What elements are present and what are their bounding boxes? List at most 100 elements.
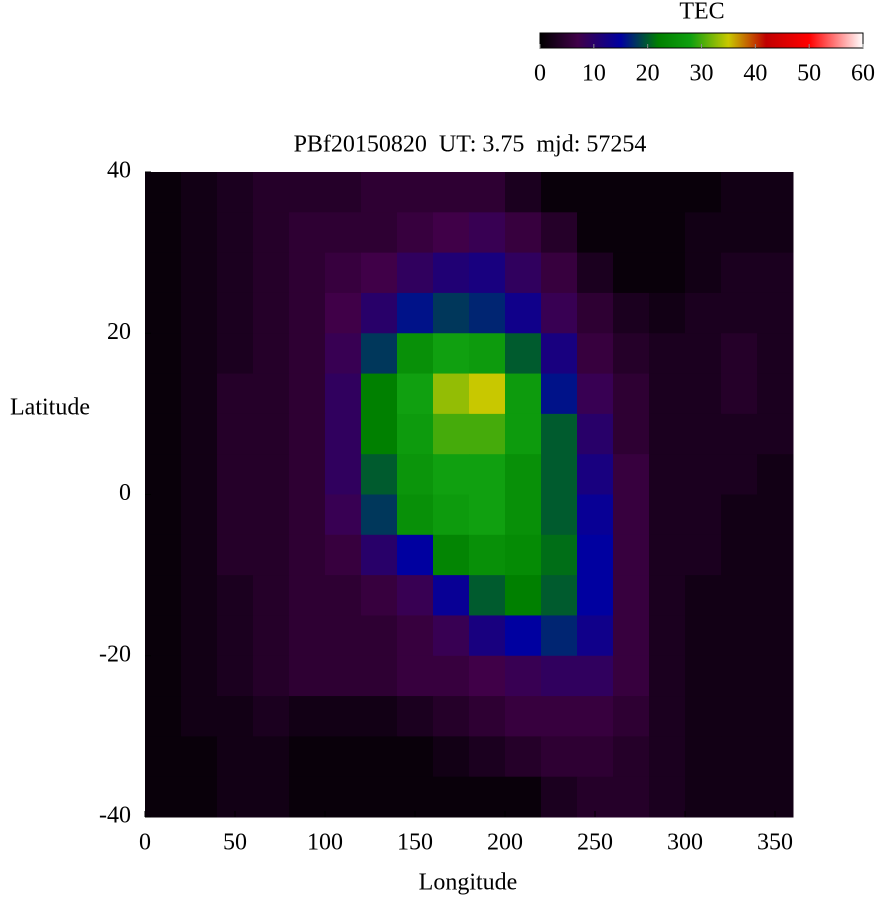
heat-cell [685,373,722,415]
heat-cell [505,655,542,697]
heat-cell [649,494,686,536]
chart-title: PBf20150820 UT: 3.75 mjd: 57254 [294,132,647,158]
heat-cell [469,454,506,495]
heat-cell [289,172,326,213]
heat-cell [181,575,218,616]
heat-cell [505,575,542,616]
heat-cell [685,615,722,657]
y-tick-label: -40 [99,803,131,829]
heat-cell [505,333,542,375]
heat-cell [181,494,218,536]
heat-cell [541,413,578,455]
heat-cell [325,494,362,536]
heat-cell [217,212,254,254]
heat-cell [181,333,218,375]
heat-cell [613,373,650,415]
heat-cell [217,172,254,213]
x-tick-label: 350 [757,830,793,856]
heat-cell [541,333,578,375]
heat-cell [541,655,578,697]
heat-cell [433,736,470,778]
heat-cell [649,615,686,657]
heat-cell [253,534,290,576]
heat-cell [505,292,542,334]
heat-cell [685,172,722,213]
y-tick-label: 20 [107,319,131,345]
heat-cell [613,736,650,778]
heat-cell [253,292,290,334]
heat-cell [469,736,506,778]
heat-cell [433,615,470,657]
heat-cell [181,252,218,294]
heat-cell [397,172,434,213]
heat-cell [757,252,794,294]
heat-cell [397,655,434,697]
heat-cell [613,292,650,334]
x-tick-label: 200 [487,830,523,856]
heat-cell [289,212,326,254]
heat-cell [217,776,254,818]
heat-cell [253,736,290,778]
heat-cell [577,292,614,334]
heat-cell [685,252,722,294]
heat-cell [613,696,650,737]
colorbar-tick-label: 0 [534,61,546,87]
heat-cell [613,333,650,375]
colorbar-tick-label: 30 [690,61,714,87]
heat-cell [145,534,182,576]
heat-cell [361,454,398,495]
heat-cell [685,696,722,737]
heat-cell [289,534,326,576]
heat-cell [397,252,434,294]
heat-cell [397,373,434,415]
heat-cell [505,534,542,576]
heat-cell [721,494,758,536]
colorbar-tick-label: 40 [743,61,767,87]
heat-cell [577,736,614,778]
heat-cell [541,696,578,737]
heat-cell [361,212,398,254]
heat-cell [613,172,650,213]
heat-cell [469,534,506,576]
heat-cell [217,373,254,415]
heat-cell [361,373,398,415]
heat-cell [253,413,290,455]
heat-cell [397,212,434,254]
heat-cell [649,373,686,415]
heat-cell [649,776,686,818]
heat-cell [397,292,434,334]
heat-cell [253,454,290,495]
heat-cell [325,534,362,576]
heat-cell [181,454,218,495]
heat-cell [325,413,362,455]
heat-cell [253,373,290,415]
heat-cell [145,655,182,697]
heat-cell [649,212,686,254]
heat-cell [649,454,686,495]
heat-cell [469,655,506,697]
heat-cell [757,172,794,213]
heat-cell [181,534,218,576]
heat-cell [361,575,398,616]
heat-cell [397,413,434,455]
heat-cell [469,292,506,334]
heat-cell [397,776,434,818]
heat-cell [181,413,218,455]
heat-cell [145,172,182,213]
heat-cell [613,413,650,455]
heat-cell [433,292,470,334]
heat-cell [721,575,758,616]
heat-cell [541,494,578,536]
heat-cell [145,252,182,294]
heat-cell [325,172,362,213]
heat-cell [361,333,398,375]
heat-cell [721,333,758,375]
heat-cell [577,212,614,254]
heat-cell [433,413,470,455]
heat-cell [325,212,362,254]
heat-cell [505,615,542,657]
heat-cell [685,655,722,697]
heat-cell [469,696,506,737]
heat-cell [757,615,794,657]
x-tick-label: 300 [667,830,703,856]
